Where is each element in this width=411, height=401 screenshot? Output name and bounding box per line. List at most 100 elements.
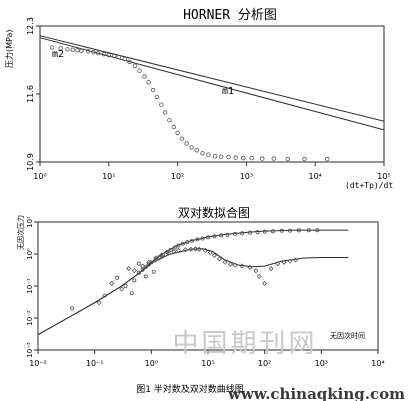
loglog-data-point (287, 228, 292, 233)
loglog-derivative-point (222, 259, 228, 265)
watermark-text: 中国期刊网 (172, 329, 317, 359)
horner-data-point (171, 124, 176, 130)
horner-x-tick-label: 10¹ (102, 172, 115, 181)
horner-line-m2 (39, 35, 385, 122)
horner-x-ticks: 10⁰ 10¹ 10² 10³ 10⁴ 10⁵ (33, 162, 391, 181)
loglog-y-tick-label: 10⁻³ (26, 342, 34, 358)
figure-caption: 图1 半对数及双对数曲线图 (136, 383, 244, 395)
loglog-derivative-point (232, 262, 238, 268)
loglog-data-point (176, 243, 181, 248)
horner-data-point (175, 130, 180, 136)
horner-data-point (179, 136, 184, 141)
horner-plot-frame (39, 25, 385, 163)
horner-data-point (95, 51, 101, 56)
horner-data-point (122, 56, 127, 62)
loglog-y-tick-label: 10⁻² (26, 310, 34, 326)
loglog-y-axis-label: 无因次压力 (16, 215, 25, 250)
horner-data-point (58, 46, 63, 51)
horner-x-tick-label: 10³ (240, 172, 253, 181)
loglog-data-point (146, 262, 151, 267)
loglog-derivative-point (287, 258, 293, 264)
loglog-data-point (180, 241, 185, 246)
horner-data-point (212, 153, 218, 159)
loglog-derivative-point (182, 247, 189, 253)
loglog-curve-0 (37, 229, 349, 336)
horner-data-point (101, 52, 107, 57)
loglog-derivative-point (175, 247, 181, 253)
loglog-data-point (143, 274, 148, 279)
horner-data-point (116, 54, 122, 60)
horner-data-point (200, 151, 205, 156)
loglog-data-point (306, 228, 311, 233)
loglog-data-point (153, 257, 158, 262)
loglog-derivative-point (188, 246, 194, 252)
loglog-data-point (315, 228, 320, 233)
loglog-y-tick-label: 10¹ (26, 216, 34, 228)
loglog-data-point (149, 260, 154, 265)
loglog-data-point (151, 269, 156, 274)
loglog-x-tick-label: 10¹ (201, 359, 214, 368)
loglog-derivative-point (146, 259, 152, 265)
horner-data-point (167, 117, 172, 123)
loglog-derivative-point (217, 256, 223, 262)
horner-data-point (132, 63, 138, 68)
loglog-data-point (262, 229, 267, 234)
loglog-y-tick-label: 10⁰ (26, 248, 34, 260)
horner-data-point (226, 154, 231, 160)
loglog-derivative-point (119, 286, 125, 292)
loglog-data-point (255, 230, 260, 235)
loglog-derivative-point (268, 266, 274, 272)
loglog-derivative-point (109, 280, 115, 287)
horner-y-tick-label: 10.9 (26, 153, 35, 171)
horner-y-tick-label: 12.3 (26, 17, 35, 35)
loglog-data-point (205, 235, 210, 240)
horner-data-point (127, 59, 132, 65)
loglog-data-point (132, 278, 137, 283)
loglog-data-point (240, 231, 245, 236)
loglog-data-point (168, 247, 173, 252)
loglog-x-ticks: 10⁻² 10⁻¹ 10⁰ 10¹ 10² 10³ 10⁴ (29, 350, 385, 368)
loglog-data-point (189, 238, 194, 243)
watermark-url: www.chinaqking.com (227, 385, 405, 401)
horner-data-point (325, 156, 330, 162)
loglog-derivative-point (165, 250, 171, 256)
loglog-derivative-point (131, 268, 137, 274)
annotation-m1: m1 (222, 86, 234, 97)
loglog-data-point (232, 231, 237, 236)
loglog-x-tick-label: 10⁰ (145, 359, 158, 368)
horner-data-point (146, 80, 151, 85)
loglog-x-axis-label: 无因次时间 (330, 331, 365, 340)
loglog-curve-1 (37, 248, 349, 336)
loglog-data-point (123, 283, 128, 288)
horner-data-point (189, 145, 194, 150)
horner-data-point (302, 156, 307, 162)
loglog-model-curves (37, 229, 349, 336)
loglog-derivative-point (211, 252, 218, 259)
loglog-data-point (136, 261, 141, 266)
loglog-data-point (195, 237, 200, 242)
horner-data-point (249, 155, 254, 161)
loglog-derivative-point (227, 261, 234, 267)
horner-chart: HORNER 分析图 压力(MPa) 12.311.610.9 10⁰ 10¹ 10… (4, 8, 393, 190)
loglog-data-point (212, 234, 217, 239)
loglog-data-point (136, 270, 141, 275)
horner-x-tick-label: 10⁵ (377, 172, 390, 181)
horner-y-tick-label: 11.6 (26, 85, 35, 103)
horner-data-point (142, 74, 147, 79)
loglog-data-point (270, 229, 275, 234)
loglog-data-point (70, 306, 75, 311)
loglog-x-tick-label: 10⁴ (371, 359, 384, 368)
loglog-derivative-point (153, 255, 159, 261)
horner-data-point (271, 156, 276, 161)
loglog-x-tick-label: 10³ (315, 359, 328, 368)
loglog-x-tick-label: 10⁻² (29, 359, 47, 368)
horner-data-points (49, 45, 330, 162)
loglog-derivative-point (139, 263, 146, 269)
horner-x-tick-label: 10² (171, 172, 184, 181)
loglog-data-point (115, 275, 120, 280)
horner-y-ticks: 12.3 11.6 10.9 (26, 17, 40, 171)
loglog-data-point (129, 291, 134, 296)
loglog-derivative-point (256, 273, 262, 279)
loglog-title: 双对数拟合图 (178, 205, 250, 220)
horner-data-point (65, 47, 70, 52)
